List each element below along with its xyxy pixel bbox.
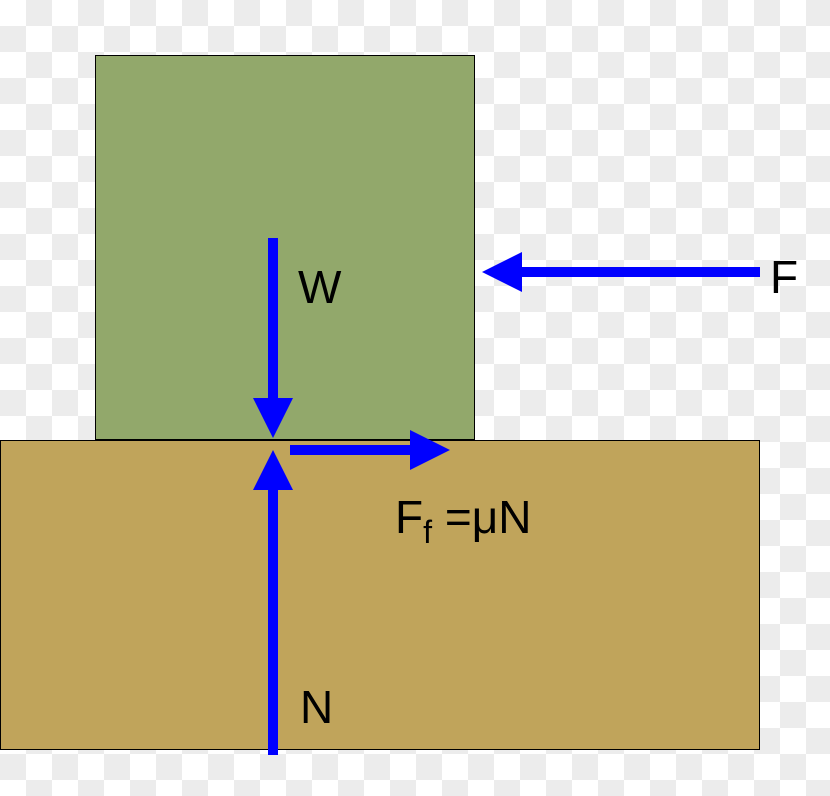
weight-label: W	[298, 260, 341, 314]
friction-label-suffix: =μN	[432, 491, 531, 543]
friction-label-subscript: f	[423, 514, 432, 550]
normal-force-label: N	[300, 680, 333, 734]
friction-force-label: Ff =μN	[395, 490, 531, 551]
block-object	[95, 55, 475, 440]
friction-diagram: W N F Ff =μN	[0, 0, 830, 796]
ground-surface	[0, 440, 760, 750]
applied-force-label: F	[770, 250, 798, 304]
friction-label-prefix: F	[395, 491, 423, 543]
